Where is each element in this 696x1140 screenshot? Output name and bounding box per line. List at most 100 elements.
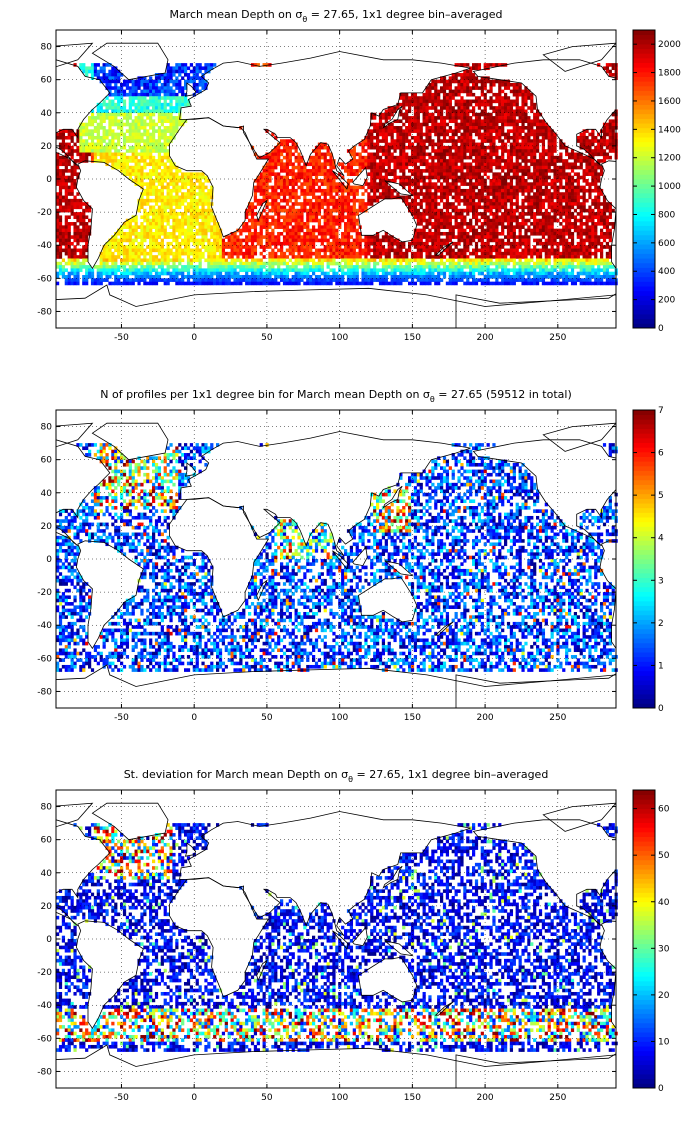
data-cell — [178, 175, 182, 180]
data-cell — [346, 228, 351, 233]
data-cell — [125, 172, 130, 176]
data-cell — [410, 119, 415, 124]
data-cell — [317, 188, 322, 193]
data-cell — [477, 119, 482, 124]
data-cell — [300, 159, 304, 163]
data-cell — [608, 73, 612, 77]
data-cell — [393, 165, 397, 170]
data-cell — [122, 169, 127, 173]
data-cell — [213, 222, 217, 226]
data-cell — [149, 222, 153, 226]
data-cell — [600, 145, 604, 150]
data-cell — [463, 192, 467, 196]
data-cell — [390, 139, 394, 143]
data-cell — [341, 185, 345, 190]
data-cell — [559, 175, 563, 180]
data-cell — [367, 159, 371, 163]
data-cell — [152, 192, 156, 196]
data-cell — [547, 145, 551, 150]
data-cell — [160, 129, 164, 133]
data-cell — [440, 89, 444, 94]
data-cell — [553, 149, 557, 153]
data-cell — [166, 79, 170, 84]
data-cell — [518, 119, 522, 124]
data-cell — [390, 169, 394, 173]
data-cell — [408, 119, 412, 124]
data-cell — [99, 112, 103, 117]
data-cell — [533, 175, 537, 180]
data-cell — [294, 145, 298, 150]
data-cell — [152, 86, 156, 90]
data-cell — [134, 139, 138, 143]
data-cell — [469, 172, 473, 176]
data-cell — [160, 222, 164, 226]
data-cell — [509, 188, 514, 193]
data-cell — [128, 222, 132, 226]
data-cell — [181, 179, 185, 183]
data-cell — [181, 119, 185, 124]
data-cell — [280, 179, 284, 183]
data-cell — [504, 79, 508, 84]
data-cell — [527, 139, 531, 143]
data-cell — [440, 159, 444, 163]
data-cell — [457, 175, 461, 180]
data-cell — [509, 155, 514, 160]
data-cell — [163, 99, 167, 104]
data-cell — [611, 63, 615, 67]
data-cell — [474, 208, 479, 213]
data-cell — [108, 152, 112, 157]
data-cell — [358, 142, 362, 147]
data-cell — [597, 208, 601, 213]
data-cell — [556, 212, 560, 216]
data-cell — [402, 132, 406, 137]
data-cell — [437, 102, 441, 107]
data-cell — [416, 159, 420, 163]
data-cell — [384, 152, 388, 157]
data-cell — [434, 149, 438, 153]
data-cell — [469, 79, 473, 84]
data-cell — [157, 92, 162, 97]
data-cell — [495, 116, 499, 120]
data-cell — [504, 205, 508, 210]
data-cell — [547, 182, 551, 186]
data-cell — [422, 109, 426, 114]
data-cell — [477, 122, 482, 127]
data-cell — [483, 116, 487, 120]
data-cell — [498, 99, 502, 104]
data-cell — [422, 99, 426, 104]
data-cell — [152, 208, 156, 213]
data-cell — [448, 82, 452, 87]
data-cell — [536, 116, 540, 120]
data-cell — [79, 152, 83, 157]
data-cell — [413, 116, 418, 120]
data-cell — [480, 99, 484, 104]
data-cell — [108, 159, 112, 163]
data-cell — [198, 225, 202, 229]
data-cell — [536, 198, 540, 203]
data-cell — [338, 218, 342, 223]
data-cell — [96, 135, 100, 140]
data-cell — [378, 172, 383, 176]
data-cell — [486, 145, 490, 150]
data-cell — [309, 162, 313, 167]
data-cell — [533, 119, 537, 124]
data-cell — [582, 142, 586, 147]
data-cell — [422, 92, 426, 97]
data-cell — [338, 182, 342, 186]
data-cell — [99, 119, 103, 124]
data-cell — [317, 159, 322, 163]
data-cell — [506, 218, 511, 223]
data-cell — [466, 106, 470, 110]
data-cell — [387, 162, 391, 167]
data-cell — [102, 152, 106, 157]
data-cell — [454, 142, 458, 147]
data-cell — [157, 76, 162, 80]
data-cell — [437, 172, 441, 176]
data-cell — [440, 188, 444, 193]
data-cell — [367, 129, 371, 133]
data-cell — [605, 126, 610, 130]
data-cell — [163, 155, 167, 160]
data-cell — [285, 159, 290, 163]
data-cell — [413, 145, 418, 150]
data-cell — [82, 225, 86, 229]
